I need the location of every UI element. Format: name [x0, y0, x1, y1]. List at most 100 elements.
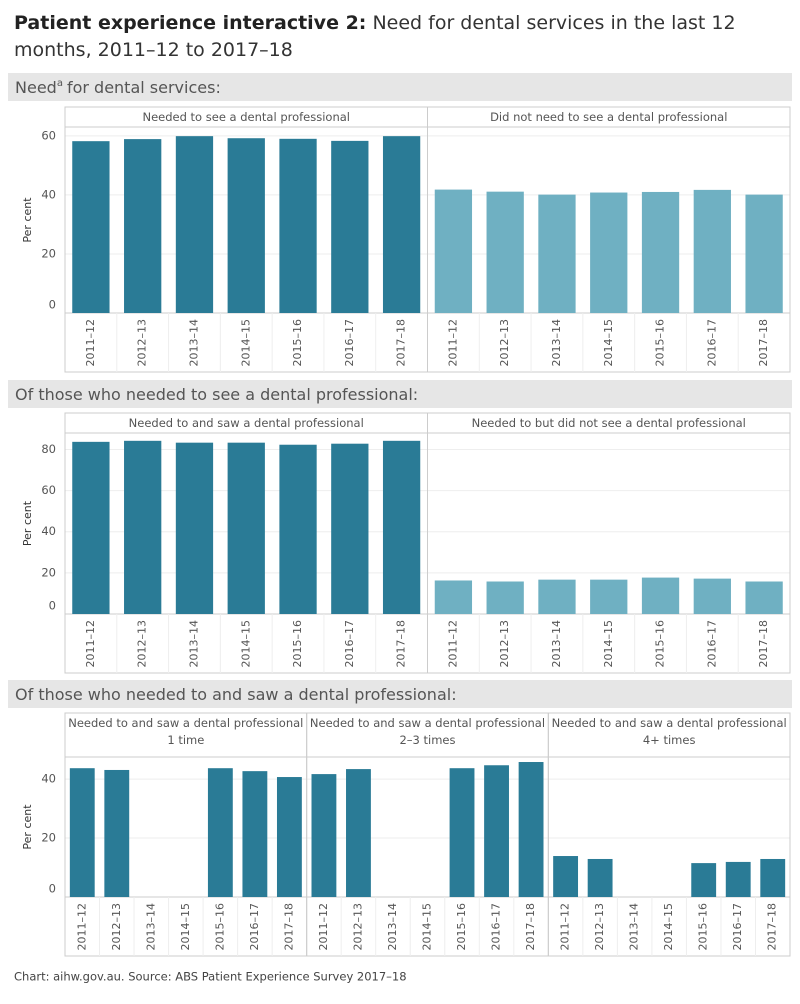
y-axis-label: Per cent [21, 500, 34, 546]
bar [587, 858, 613, 897]
title: Patient experience interactive 2: Need f… [14, 10, 784, 64]
section-title-text: for dental services: [67, 78, 221, 97]
panel-header-box: Needed to and saw a dental professional … [68, 716, 303, 747]
panel-title: Needed to and saw a dental professional … [309, 716, 546, 747]
y-tick-label: 60 [41, 128, 56, 142]
bar [104, 769, 130, 897]
footer: Chart: aihw.gov.au. Source: ABS Patient … [14, 970, 407, 984]
section-title-text: Need [15, 78, 57, 97]
section-title-superscript: a [57, 78, 63, 89]
section-title: Of those who needed to see a dental prof… [15, 385, 418, 404]
bar [207, 768, 233, 897]
x-tick-label: 2017–18 [757, 319, 770, 367]
panel-title: Needed to see a dental professional [142, 110, 351, 124]
bar [484, 765, 509, 897]
x-tick-label: 2013–14 [386, 903, 399, 951]
x-tick-label: 2013–14 [187, 620, 200, 668]
x-tick-label: 2012–13 [136, 620, 149, 668]
x-tick-label: 2011–12 [446, 319, 459, 367]
bar [279, 444, 317, 614]
x-tick-label: 2016–17 [248, 903, 261, 951]
panel-header-box: Did not need to see a dental professiona… [490, 110, 728, 124]
y-tick-label: 40 [41, 524, 56, 538]
x-tick-label: 2013–14 [187, 319, 200, 367]
bar [693, 189, 731, 313]
y-tick-label: 60 [41, 483, 56, 497]
x-tick-label: 2017–18 [395, 620, 408, 668]
panel-header-box: Needed to and saw a dental professional [128, 416, 364, 430]
bar [553, 856, 579, 897]
section-bar [8, 380, 792, 408]
bar [725, 861, 751, 897]
bar [745, 581, 783, 614]
bar [590, 579, 628, 614]
x-tick-label: 2014–15 [239, 620, 252, 668]
panel-header-box: Needed to and saw a dental professional … [309, 716, 546, 747]
x-tick-label: 2016–17 [705, 620, 718, 668]
bar [242, 771, 268, 897]
x-tick-label: 2016–17 [705, 319, 718, 367]
panel-header-box: Needed to but did not see a dental profe… [471, 416, 746, 430]
bar [124, 440, 162, 614]
y-tick-label: 80 [41, 442, 56, 456]
y-axis-label: Per cent [21, 804, 34, 850]
x-tick-label: 2015–16 [213, 903, 226, 951]
y-tick-label: 20 [41, 565, 56, 579]
bar [760, 858, 786, 897]
bar [538, 579, 576, 614]
x-tick-label: 2017–18 [766, 903, 779, 951]
bar [279, 138, 317, 313]
section-title: Of those who needed to and saw a dental … [15, 685, 457, 704]
bar [72, 141, 110, 313]
y-tick-label: 20 [41, 246, 56, 260]
x-tick-label: 2013–14 [144, 903, 157, 951]
x-tick-label: 2013–14 [550, 319, 563, 367]
x-tick-label: 2015–16 [455, 903, 468, 951]
x-tick-label: 2012–13 [110, 903, 123, 951]
title-bold: Patient experience interactive 2: [14, 12, 367, 34]
bar [449, 768, 475, 897]
x-tick-label: 2015–16 [654, 620, 667, 668]
panel-title: Needed to and saw a dental professional [128, 416, 364, 430]
x-tick-label: 2012–13 [593, 903, 606, 951]
x-tick-label: 2016–17 [343, 620, 356, 668]
y-tick-label: 20 [41, 831, 56, 845]
x-tick-label: 2014–15 [179, 903, 192, 951]
panel-frame [427, 412, 791, 674]
bar [382, 136, 421, 313]
title-text: Need for dental services in the last 12 … [14, 12, 736, 61]
bar [227, 442, 265, 614]
panel-title: Needed to but did not see a dental profe… [471, 416, 746, 430]
y-tick-label: 0 [49, 298, 56, 312]
bar [346, 769, 371, 897]
x-tick-label: 2016–17 [343, 319, 356, 367]
bar [331, 140, 369, 313]
y-tick-label: 40 [41, 187, 56, 201]
bar [486, 581, 524, 614]
panel-title: Did not need to see a dental professiona… [490, 110, 728, 124]
bar [641, 577, 680, 614]
section-bar [8, 73, 792, 101]
x-tick-label: 2014–15 [662, 903, 675, 951]
x-tick-label: 2014–15 [421, 903, 434, 951]
x-tick-label: 2017–18 [395, 319, 408, 367]
bar [311, 774, 337, 897]
title-box: Patient experience interactive 2: Need f… [14, 10, 784, 64]
x-tick-label: 2014–15 [602, 620, 615, 668]
x-tick-label: 2011–12 [84, 620, 97, 668]
bar [331, 443, 369, 614]
section-title: Needa for dental services: [15, 78, 221, 97]
section-bar [8, 680, 792, 708]
bar [641, 191, 680, 313]
panel-frame [547, 712, 791, 957]
x-tick-label: 2016–17 [731, 903, 744, 951]
x-tick-label: 2015–16 [291, 620, 304, 668]
y-tick-label: 0 [49, 599, 56, 613]
section-title-text: Of those who needed to and saw a dental … [15, 685, 457, 704]
bar [72, 441, 110, 614]
x-tick-label: 2011–12 [559, 903, 572, 951]
x-tick-label: 2016–17 [490, 903, 503, 951]
bar [518, 762, 544, 897]
bar [175, 442, 214, 614]
